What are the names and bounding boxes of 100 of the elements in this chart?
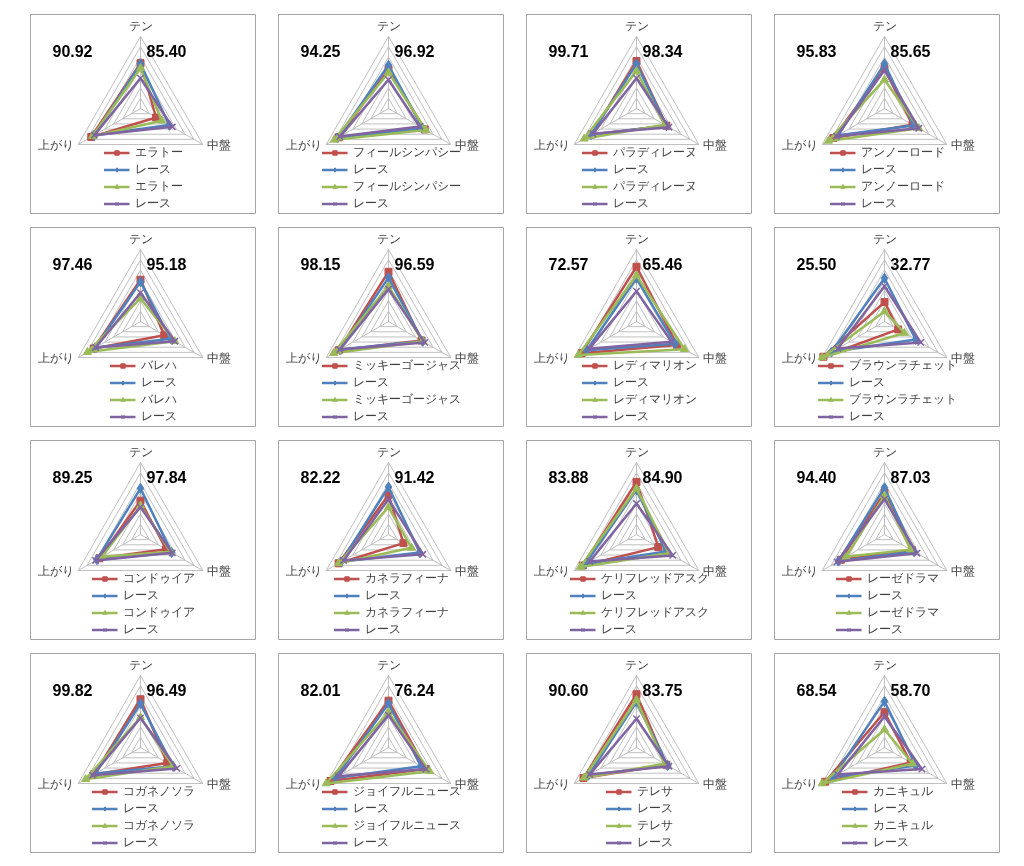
spoke-label: 中盤 (206, 563, 231, 578)
spoke-label: 上がり (534, 563, 571, 578)
spoke-label: テン (376, 18, 401, 33)
legend-label: レース (866, 587, 903, 604)
spoke-label: 上がり (782, 776, 819, 791)
legend-label: レース (872, 834, 909, 851)
legend-label: カネラフィーナ (364, 604, 449, 621)
legend-label: パラディレーヌ (612, 178, 697, 195)
text: 85.40 (146, 42, 187, 60)
legend-label: アンノーロード (860, 144, 945, 161)
text: 90.60 (548, 681, 589, 699)
spoke-label: テン (376, 657, 401, 672)
spoke-label: テン (624, 18, 649, 33)
legend-label: エラトー (134, 144, 183, 161)
legend-label: ジョイフルニュース (352, 817, 461, 834)
legend-label: レーゼドラマ (866, 604, 939, 621)
legend-label: ブラウンラチェット (848, 391, 957, 408)
spoke-label: テン (376, 231, 401, 246)
legend-label: エラトー (134, 178, 183, 195)
spoke-label: 中盤 (454, 563, 479, 578)
spoke-label: 上がり (38, 350, 75, 365)
spoke-label: テン (128, 657, 153, 672)
text: 95.83 (796, 42, 837, 60)
text: 99.82 (52, 681, 93, 699)
legend-label: レディマリオン (612, 391, 697, 408)
text: 32.77 (890, 255, 931, 273)
text: 98.15 (300, 255, 341, 273)
legend-label: コガネノソラ (122, 783, 195, 800)
legend-label: レース (866, 621, 903, 638)
spoke-label: 上がり (286, 350, 323, 365)
legend-label: レース (636, 834, 673, 851)
spoke-label: テン (872, 657, 897, 672)
spoke-label: テン (128, 444, 153, 459)
legend-label: レース (134, 161, 171, 178)
legend-label: ミッキーゴージャス (352, 391, 461, 408)
legend-label: レース (848, 408, 885, 425)
text: 84.90 (642, 468, 683, 486)
spoke-label: 中盤 (206, 137, 231, 152)
spoke-label: テン (128, 18, 153, 33)
legend-label: レース (612, 374, 649, 391)
legend-label: バレハ (140, 391, 177, 408)
text: 83.88 (548, 468, 589, 486)
text: 58.70 (890, 681, 931, 699)
spoke-label: 上がり (782, 350, 819, 365)
text: 94.25 (300, 42, 341, 60)
spoke-label: 中盤 (950, 563, 975, 578)
legend-label: レース (122, 587, 159, 604)
legend-label: コンドゥイア (122, 570, 195, 587)
legend-label: レース (352, 374, 389, 391)
legend-label: レース (352, 161, 389, 178)
legend-label: コンドゥイア (122, 604, 195, 621)
legend-label: レース (364, 587, 401, 604)
spoke-label: テン (376, 444, 401, 459)
legend-label: アンノーロード (860, 178, 945, 195)
text: 82.01 (300, 681, 341, 699)
spoke-label: 中盤 (702, 137, 727, 152)
legend-label: レーゼドラマ (866, 570, 939, 587)
text: 87.03 (890, 468, 931, 486)
spoke-label: 中盤 (950, 776, 975, 791)
spoke-label: 中盤 (702, 776, 727, 791)
legend-label: カニキュル (872, 783, 933, 800)
text: 99.71 (548, 42, 589, 60)
spoke-label: 上がり (38, 563, 75, 578)
text: 97.84 (146, 468, 187, 486)
legend-label: レース (140, 408, 177, 425)
legend-label: ケリフレッドアスク (600, 604, 709, 621)
spoke-label: テン (624, 444, 649, 459)
spoke-label: 中盤 (702, 350, 727, 365)
spoke-label: テン (624, 657, 649, 672)
legend-label: フィールシンパシー (352, 178, 461, 195)
text: 96.92 (394, 42, 435, 60)
spoke-label: テン (624, 231, 649, 246)
text: 98.34 (642, 42, 683, 60)
text: 96.59 (394, 255, 435, 273)
text: 83.75 (642, 681, 683, 699)
text: 65.46 (642, 255, 683, 273)
text: 90.92 (52, 42, 93, 60)
legend-label: カネラフィーナ (364, 570, 449, 587)
spoke-label: 中盤 (206, 350, 231, 365)
legend-label: レース (600, 621, 637, 638)
legend-label: レース (600, 587, 637, 604)
text: 85.65 (890, 42, 931, 60)
legend-label: レース (636, 800, 673, 817)
text: 95.18 (146, 255, 187, 273)
legend-label: バレハ (140, 357, 177, 374)
text: 76.24 (394, 681, 435, 699)
legend-label: テレサ (636, 783, 673, 800)
legend-label: レース (122, 621, 159, 638)
text: 68.54 (796, 681, 837, 699)
text: 82.22 (300, 468, 341, 486)
spoke-label: 上がり (286, 137, 323, 152)
legend-label: レース (612, 195, 649, 212)
legend-label: レース (134, 195, 171, 212)
spoke-label: 中盤 (950, 137, 975, 152)
spoke-label: 中盤 (206, 776, 231, 791)
legend-label: レース (122, 800, 159, 817)
spoke-label: テン (872, 18, 897, 33)
text: 94.40 (796, 468, 837, 486)
spoke-label: 上がり (534, 137, 571, 152)
legend-label: レース (352, 834, 389, 851)
